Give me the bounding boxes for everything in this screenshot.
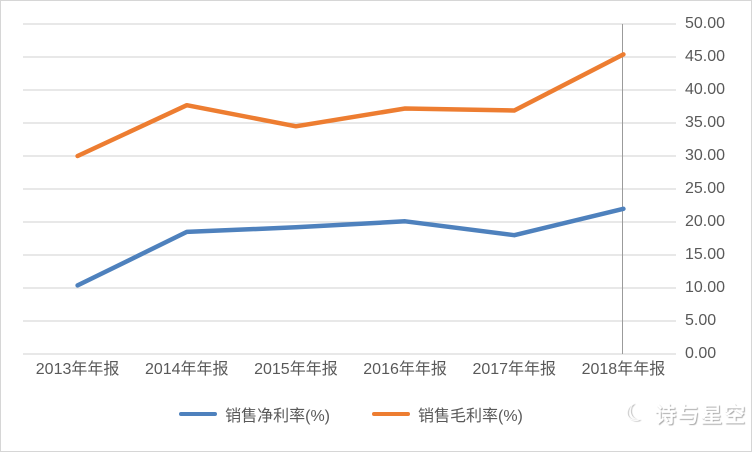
y-tick-label: 45.00	[685, 48, 726, 65]
y-tick-label: 50.00	[685, 15, 726, 32]
legend-item-gross-margin: 销售毛利率(%)	[372, 402, 523, 426]
gross-margin-line	[75, 52, 626, 159]
y-tick-label: 30.00	[685, 147, 726, 164]
x-tick-label: 2015年年报	[254, 361, 338, 378]
legend-label-gross-margin: 销售毛利率(%)	[418, 408, 523, 425]
legend-item-net-margin: 销售净利率(%)	[179, 402, 330, 426]
y-tick-label: 20.00	[685, 213, 726, 230]
legend-label-net-margin: 销售净利率(%)	[225, 408, 330, 425]
y-tick-label: 35.00	[685, 114, 726, 131]
y-tick-label: 15.00	[685, 246, 726, 263]
x-tick-label: 2013年年报	[35, 361, 120, 378]
x-tick-label: 2017年年报	[472, 361, 557, 378]
x-tick-label: 2016年年报	[363, 361, 447, 378]
net-margin-line-swatch	[179, 411, 218, 417]
y-tick-label: 25.00	[685, 180, 726, 197]
y-tick-label: 5.00	[685, 312, 717, 329]
net-margin-line	[75, 206, 626, 288]
x-tick-label: 2014年年报	[144, 361, 229, 378]
watermark: ☾ 诗与星空	[621, 397, 747, 430]
legend: 销售净利率(%) 销售毛利率(%)	[1, 402, 701, 426]
gross-margin-line-swatch	[372, 411, 410, 417]
watermark-text: 诗与星空	[655, 404, 747, 427]
crescent-moon-logo-icon: ☾	[621, 397, 651, 430]
y-tick-label: 10.00	[685, 279, 726, 296]
y-tick-label: 40.00	[685, 81, 726, 98]
y-tick-label: 0.00	[685, 345, 717, 362]
x-tick-label: 2018年年报	[581, 361, 666, 378]
